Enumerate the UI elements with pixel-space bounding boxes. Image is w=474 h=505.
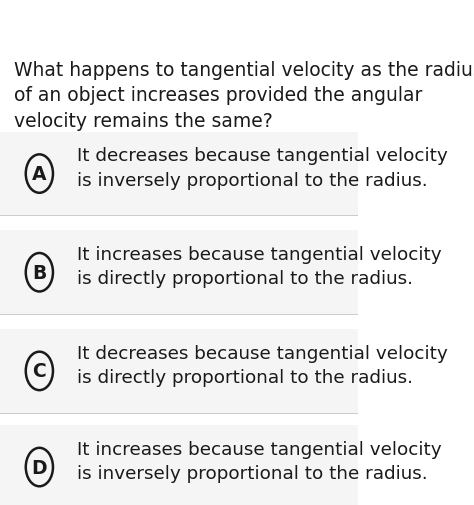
Text: A: A	[32, 165, 46, 184]
FancyBboxPatch shape	[0, 425, 358, 505]
Text: B: B	[32, 263, 46, 282]
FancyBboxPatch shape	[0, 132, 358, 216]
Text: It decreases because tangential velocity
is inversely proportional to the radius: It decreases because tangential velocity…	[77, 147, 448, 189]
Text: It decreases because tangential velocity
is directly proportional to the radius.: It decreases because tangential velocity…	[77, 344, 448, 386]
Text: D: D	[32, 458, 47, 477]
Text: It increases because tangential velocity
is inversely proportional to the radius: It increases because tangential velocity…	[77, 440, 442, 482]
FancyBboxPatch shape	[0, 231, 358, 314]
Text: It increases because tangential velocity
is directly proportional to the radius.: It increases because tangential velocity…	[77, 245, 442, 288]
FancyBboxPatch shape	[0, 329, 358, 413]
Text: C: C	[33, 362, 46, 381]
Text: What happens to tangential velocity as the radius
of an object increases provide: What happens to tangential velocity as t…	[14, 61, 474, 131]
